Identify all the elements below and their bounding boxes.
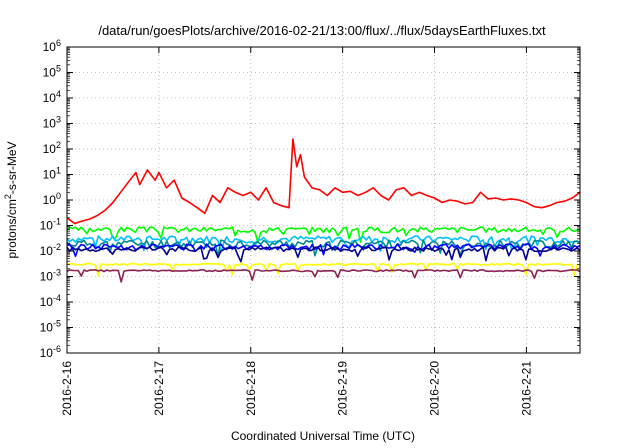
y-tick-label: 10-6 bbox=[40, 344, 61, 360]
y-tick-label: 10-1 bbox=[40, 217, 61, 233]
y-tick-label: 102 bbox=[43, 140, 61, 156]
chart-title: /data/run/goesPlots/archive/2016-02-21/1… bbox=[98, 23, 546, 38]
y-tick-label: 10-4 bbox=[40, 293, 61, 309]
series-line-6 bbox=[66, 262, 581, 277]
y-tick-label: 104 bbox=[43, 89, 61, 105]
y-tick-label: 10-2 bbox=[40, 242, 61, 258]
series-line-5 bbox=[66, 246, 581, 263]
series-layer bbox=[66, 138, 581, 283]
x-tick-label: 2016-2-19 bbox=[336, 361, 350, 416]
y-tick-label: 10-3 bbox=[40, 268, 61, 284]
y-tick-label: 10-5 bbox=[40, 319, 61, 335]
y-tick-label: 100 bbox=[43, 191, 61, 207]
x-axis-label: Coordinated Universal Time (UTC) bbox=[231, 429, 415, 443]
series-line-1 bbox=[66, 226, 581, 244]
series-line-4 bbox=[66, 243, 581, 258]
y-axis-label: protons/cm2-s-sr-MeV bbox=[3, 141, 19, 258]
series-line-3 bbox=[66, 239, 581, 257]
y-tick-label: 105 bbox=[43, 64, 61, 80]
y-tick-label: 103 bbox=[43, 115, 61, 131]
ticks: 10-6 10-5 10-4 10-3 10-2 10-1 100 101 102 103 104 1… bbox=[40, 38, 580, 416]
x-tick-label: 2016-2-20 bbox=[428, 361, 442, 416]
y-tick-label: 101 bbox=[43, 166, 61, 182]
series-line-2 bbox=[66, 235, 581, 253]
x-tick-label: 2016-2-21 bbox=[519, 361, 533, 416]
series-line-7 bbox=[66, 269, 581, 283]
x-tick-label: 2016-2-16 bbox=[60, 361, 74, 416]
series-line-0 bbox=[66, 138, 581, 225]
x-tick-label: 2016-2-17 bbox=[152, 361, 166, 416]
x-tick-label: 2016-2-18 bbox=[244, 361, 258, 416]
y-tick-label: 106 bbox=[43, 38, 61, 54]
